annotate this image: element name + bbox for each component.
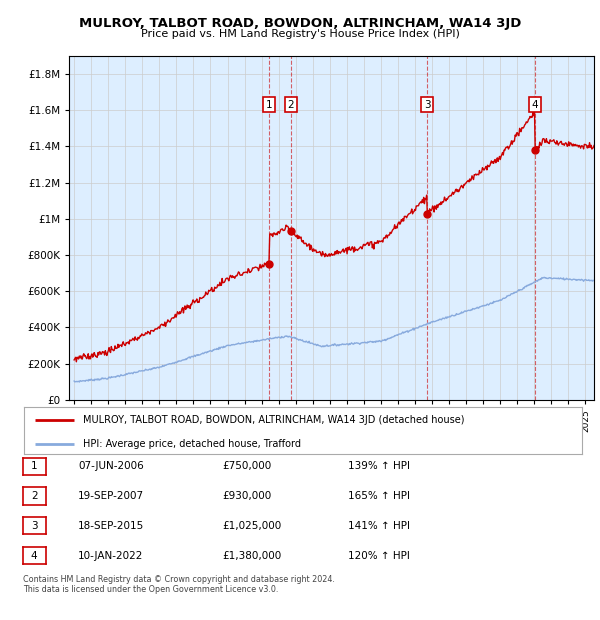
Text: 10-JAN-2022: 10-JAN-2022 (78, 551, 143, 560)
Text: 07-JUN-2006: 07-JUN-2006 (78, 461, 144, 471)
Text: MULROY, TALBOT ROAD, BOWDON, ALTRINCHAM, WA14 3JD (detached house): MULROY, TALBOT ROAD, BOWDON, ALTRINCHAM,… (83, 415, 464, 425)
Text: 1: 1 (266, 100, 272, 110)
Text: 3: 3 (31, 521, 38, 531)
Text: MULROY, TALBOT ROAD, BOWDON, ALTRINCHAM, WA14 3JD: MULROY, TALBOT ROAD, BOWDON, ALTRINCHAM,… (79, 17, 521, 30)
Text: £930,000: £930,000 (222, 491, 271, 501)
Text: £1,025,000: £1,025,000 (222, 521, 281, 531)
Text: £750,000: £750,000 (222, 461, 271, 471)
Text: 19-SEP-2007: 19-SEP-2007 (78, 491, 144, 501)
Text: 2: 2 (287, 100, 294, 110)
Text: 4: 4 (31, 551, 38, 560)
Text: 165% ↑ HPI: 165% ↑ HPI (348, 491, 410, 501)
Text: 2: 2 (31, 491, 38, 501)
Text: This data is licensed under the Open Government Licence v3.0.: This data is licensed under the Open Gov… (23, 585, 278, 593)
Text: £1,380,000: £1,380,000 (222, 551, 281, 560)
Text: 1: 1 (31, 461, 38, 471)
Text: 3: 3 (424, 100, 431, 110)
Text: 4: 4 (532, 100, 538, 110)
Text: HPI: Average price, detached house, Trafford: HPI: Average price, detached house, Traf… (83, 438, 301, 449)
Text: 141% ↑ HPI: 141% ↑ HPI (348, 521, 410, 531)
Text: 18-SEP-2015: 18-SEP-2015 (78, 521, 144, 531)
Text: Price paid vs. HM Land Registry's House Price Index (HPI): Price paid vs. HM Land Registry's House … (140, 29, 460, 39)
Text: 139% ↑ HPI: 139% ↑ HPI (348, 461, 410, 471)
Text: 120% ↑ HPI: 120% ↑ HPI (348, 551, 410, 560)
Text: Contains HM Land Registry data © Crown copyright and database right 2024.: Contains HM Land Registry data © Crown c… (23, 575, 335, 583)
